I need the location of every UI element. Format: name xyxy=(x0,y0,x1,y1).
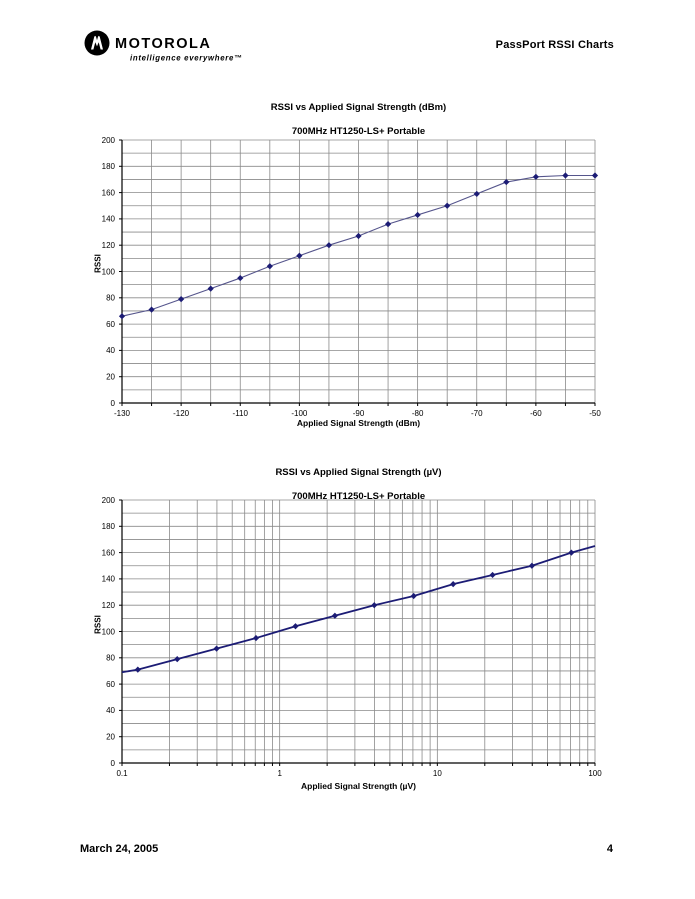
x-tick-label: -90 xyxy=(353,409,365,418)
motorola-emblem-icon xyxy=(84,30,110,56)
y-tick-label: 40 xyxy=(106,346,115,355)
data-point xyxy=(410,592,417,600)
brand-name: MOTOROLA xyxy=(115,36,211,52)
y-tick-label: 60 xyxy=(106,680,115,689)
chart1-x-axis-label: Applied Signal Strength (dBm) xyxy=(296,418,421,428)
y-tick-label: 140 xyxy=(102,575,116,584)
x-tick-label: -60 xyxy=(530,409,542,418)
data-point xyxy=(568,549,575,556)
series-rssi xyxy=(121,545,596,674)
data-point xyxy=(213,645,220,652)
brand-tagline: intelligence everywhere™ xyxy=(130,54,243,63)
data-point xyxy=(384,221,392,228)
x-tick-label: -120 xyxy=(173,409,190,418)
axis-layer xyxy=(119,139,596,406)
data-point xyxy=(371,602,378,609)
data-point xyxy=(414,211,421,219)
data-point xyxy=(118,313,126,320)
y-tick-label: 80 xyxy=(106,654,115,663)
y-tick-label: 200 xyxy=(102,136,116,145)
footer-date: March 24, 2005 xyxy=(80,843,159,855)
chart2-x-axis-label: Applied Signal Strength (µV) xyxy=(301,781,416,791)
data-point xyxy=(562,172,569,179)
chart1-title-line1: RSSI vs Applied Signal Strength (dBm) xyxy=(270,102,447,113)
chart1-title: RSSI vs Applied Signal Strength (dBm) 70… xyxy=(122,90,595,150)
data-point xyxy=(292,623,299,630)
data-point xyxy=(325,242,333,249)
axis-layer xyxy=(119,499,596,766)
data-point xyxy=(528,562,536,569)
data-point xyxy=(148,306,155,313)
document-title: PassPort RSSI Charts xyxy=(495,39,614,51)
y-tick-label: 200 xyxy=(102,496,116,505)
data-point xyxy=(355,232,362,240)
y-tick-label: 120 xyxy=(102,601,116,610)
y-tick-label: 20 xyxy=(106,373,115,382)
series-line xyxy=(121,545,596,674)
x-tick-label: -130 xyxy=(114,409,131,418)
chart1-title-line2: 700MHz HT1250-LS+ Portable xyxy=(291,126,426,137)
x-tick-label: -110 xyxy=(233,409,249,418)
data-point xyxy=(489,571,496,579)
y-tick-label: 160 xyxy=(102,548,116,557)
tick-labels: 0 20 40 60 80 100 120 140 160 180 200 0.1 1 10 100 xyxy=(102,496,603,778)
y-tick-label: 0 xyxy=(111,759,116,768)
data-point xyxy=(252,634,260,642)
x-tick-label: -70 xyxy=(471,409,483,418)
y-tick-label: 180 xyxy=(102,522,116,531)
data-point xyxy=(532,173,539,180)
x-tick-label: 0.1 xyxy=(116,769,128,778)
y-tick-label: 80 xyxy=(106,294,115,303)
x-tick-label: -80 xyxy=(412,409,424,418)
tick-labels: 0 20 40 60 80 100 120 140 160 180 200 -130 -120 -110 -… xyxy=(102,136,602,418)
chart2-plot: 0 20 40 60 80 100 120 140 160 180 200 0.1 1 10 100 xyxy=(102,496,603,778)
y-tick-label: 40 xyxy=(106,706,115,715)
data-point xyxy=(178,296,185,303)
y-tick-label: 180 xyxy=(102,162,116,171)
grid-layer xyxy=(122,499,596,763)
data-point xyxy=(444,202,451,209)
y-tick-label: 140 xyxy=(102,215,116,224)
motorola-logo: MOTOROLA intelligence everywhere™ xyxy=(84,30,243,63)
series-rssi xyxy=(118,172,599,320)
data-point xyxy=(331,612,338,619)
data-point xyxy=(473,190,480,198)
data-point xyxy=(503,178,510,186)
x-tick-label: 100 xyxy=(588,769,602,778)
x-tick-label: 10 xyxy=(433,769,442,778)
data-point xyxy=(266,263,273,270)
data-point xyxy=(296,252,303,259)
footer-page-number: 4 xyxy=(606,843,613,855)
y-tick-label: 60 xyxy=(106,320,115,329)
chart2-title-line1: RSSI vs Applied Signal Strength (µV) xyxy=(275,467,442,478)
x-tick-label: -100 xyxy=(291,409,308,418)
x-tick-label: -50 xyxy=(589,409,601,418)
y-tick-label: 0 xyxy=(111,399,116,408)
y-tick-label: 100 xyxy=(102,627,116,636)
data-point xyxy=(237,274,244,282)
data-point xyxy=(174,656,181,663)
data-point xyxy=(134,666,141,673)
data-point xyxy=(450,581,457,588)
grid-layer xyxy=(122,139,596,403)
y-tick-label: 100 xyxy=(102,267,116,276)
y-tick-label: 20 xyxy=(106,733,115,742)
data-point xyxy=(207,285,214,292)
x-tick-label: 1 xyxy=(277,769,282,778)
chart2-title: RSSI vs Applied Signal Strength (µV) 700… xyxy=(122,455,595,515)
chart1-plot: 0 20 40 60 80 100 120 140 160 180 200 -130 -120 -110 -… xyxy=(102,136,602,418)
chart2-title-line2: 700MHz HT1250-LS+ Portable xyxy=(291,491,426,502)
y-tick-label: 160 xyxy=(102,188,116,197)
data-point xyxy=(591,172,599,179)
y-tick-label: 120 xyxy=(102,241,116,250)
